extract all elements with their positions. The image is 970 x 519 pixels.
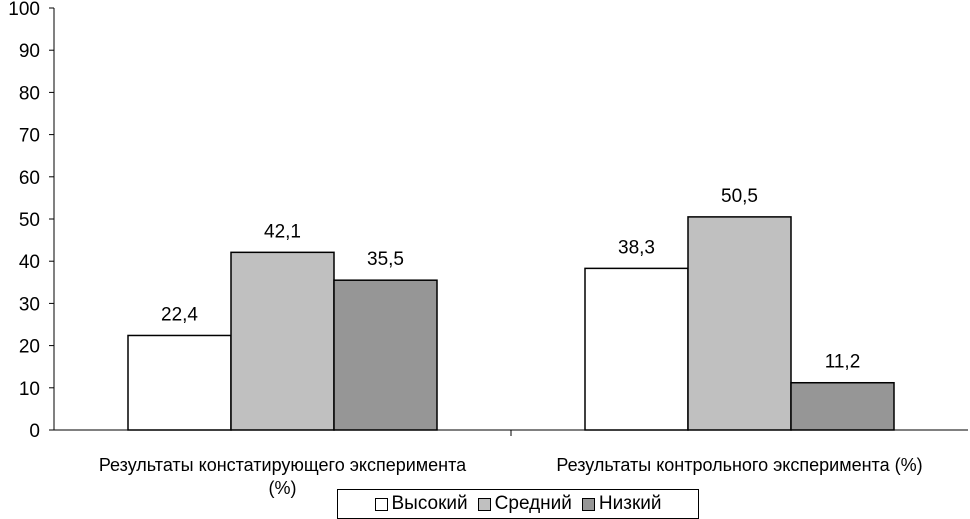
data-label: 50,5 bbox=[721, 186, 758, 207]
data-label: 42,1 bbox=[264, 221, 301, 242]
legend-swatch-high bbox=[374, 497, 388, 511]
legend-item-high: Высокий bbox=[374, 493, 468, 515]
x-category-labels: Результаты констатирующего эксперимента (… bbox=[99, 430, 923, 498]
y-tick-label: 30 bbox=[19, 294, 40, 315]
bar-low bbox=[333, 279, 438, 431]
x-category-label: (%) bbox=[269, 478, 297, 498]
data-label: 38,3 bbox=[618, 237, 655, 258]
legend-swatch-low bbox=[581, 497, 595, 511]
legend-item-medium: Средний bbox=[477, 493, 572, 515]
bar-low bbox=[790, 381, 895, 431]
legend-item-low: Низкий bbox=[581, 493, 662, 515]
y-tick-label: 20 bbox=[19, 337, 40, 358]
legend-label-medium: Средний bbox=[494, 493, 572, 514]
data-label: 35,5 bbox=[367, 249, 404, 270]
y-axis-ticks: 0 10 20 30 40 50 60 70 80 90 100 bbox=[8, 0, 54, 442]
legend: Высокий Средний Низкий bbox=[337, 489, 699, 519]
bar-high bbox=[584, 267, 689, 431]
y-tick-label: 90 bbox=[19, 41, 40, 62]
legend-label-low: Низкий bbox=[598, 493, 662, 514]
bar-high bbox=[127, 334, 232, 431]
bars-group bbox=[127, 216, 895, 431]
y-tick-label: 40 bbox=[19, 252, 40, 273]
y-tick-label: 70 bbox=[19, 126, 40, 147]
x-category-label: Результаты констатирующего эксперимента bbox=[99, 455, 467, 475]
data-labels-group: 22,4 42,1 35,5 38,3 50,5 11,2 bbox=[161, 186, 860, 373]
data-label: 22,4 bbox=[161, 304, 198, 325]
bar-medium bbox=[230, 251, 335, 431]
y-tick-label: 10 bbox=[19, 379, 40, 400]
y-tick-label: 0 bbox=[29, 421, 40, 442]
legend-label-high: Высокий bbox=[391, 493, 468, 514]
y-tick-label: 100 bbox=[8, 0, 40, 20]
bar-medium bbox=[687, 216, 792, 431]
legend-swatch-medium bbox=[477, 497, 491, 511]
x-category-label: Результаты контрольного эксперимента (%) bbox=[556, 455, 922, 475]
data-label: 11,2 bbox=[825, 352, 861, 373]
y-tick-label: 60 bbox=[19, 168, 40, 189]
y-tick-label: 50 bbox=[19, 210, 40, 231]
y-tick-label: 80 bbox=[19, 83, 40, 104]
